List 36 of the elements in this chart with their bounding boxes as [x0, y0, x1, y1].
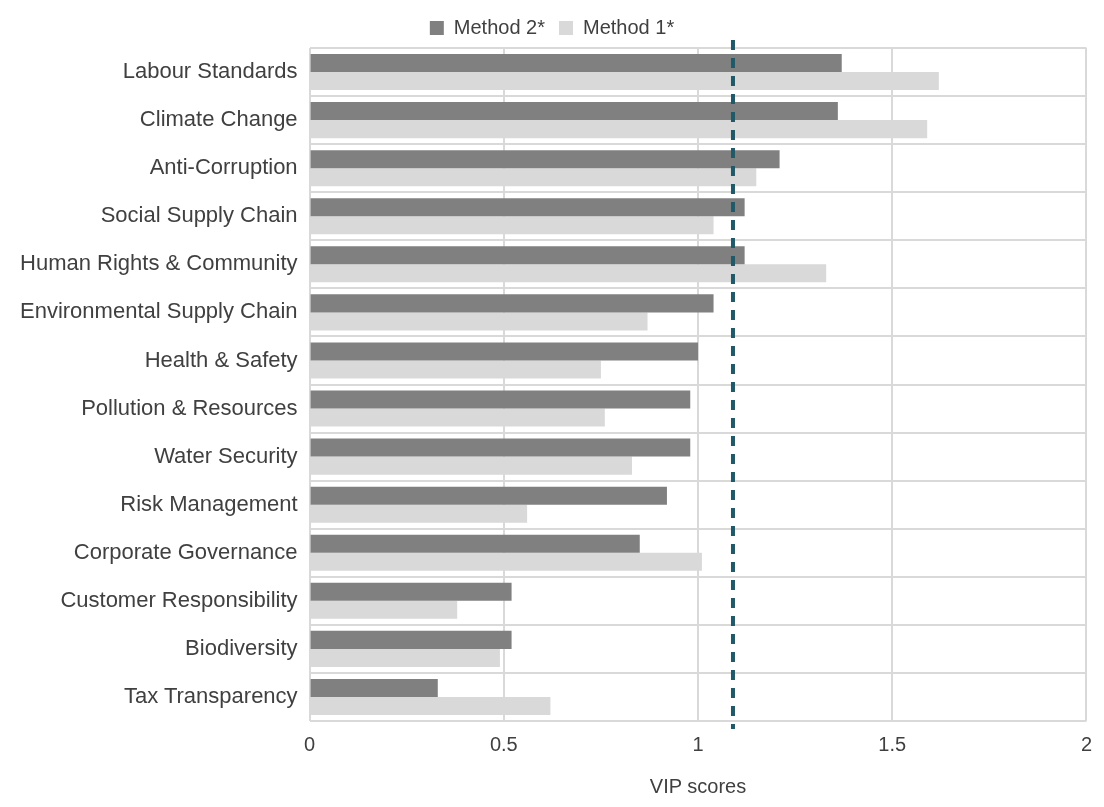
y-tick-label: Human Rights & Community	[20, 250, 298, 276]
bar	[310, 294, 714, 313]
bar	[310, 246, 745, 265]
x-tick-label: 0.5	[489, 732, 518, 755]
bar	[310, 678, 438, 697]
bar	[310, 582, 512, 601]
bar	[310, 534, 640, 553]
legend-label: Method 1*	[583, 15, 675, 38]
y-tick-label: Water Security	[154, 442, 298, 468]
y-tick-label: Biodiversity	[185, 634, 298, 660]
bar	[310, 150, 780, 169]
bar	[310, 630, 512, 649]
bar	[310, 390, 691, 409]
y-tick-label: Corporate Governance	[73, 538, 298, 564]
y-tick-label: Pollution & Resources	[81, 394, 298, 420]
bar	[310, 342, 699, 361]
y-tick-label: Risk Management	[120, 490, 298, 516]
bar	[310, 54, 842, 73]
x-tick-label: 1.5	[878, 732, 907, 755]
y-tick-label: Customer Responsibility	[60, 586, 298, 612]
y-tick-label: Anti-Corruption	[149, 154, 298, 180]
x-tick-label: 2	[1080, 732, 1092, 755]
y-tick-label: Health & Safety	[144, 346, 298, 372]
y-tick-label: Labour Standards	[122, 58, 298, 84]
y-tick-label: Social Supply Chain	[100, 202, 298, 228]
bar	[310, 102, 838, 121]
x-tick-label: 0	[304, 732, 316, 755]
x-axis-title: VIP scores	[649, 774, 747, 797]
x-tick-label: 1	[692, 732, 704, 755]
legend-label: Method 2*	[453, 15, 546, 38]
bar	[310, 198, 745, 217]
bar	[310, 486, 667, 505]
y-tick-label: Environmental Supply Chain	[19, 298, 298, 324]
y-tick-label: Climate Change	[139, 106, 298, 132]
bar	[310, 438, 691, 457]
y-tick-label: Tax Transparency	[123, 683, 298, 709]
